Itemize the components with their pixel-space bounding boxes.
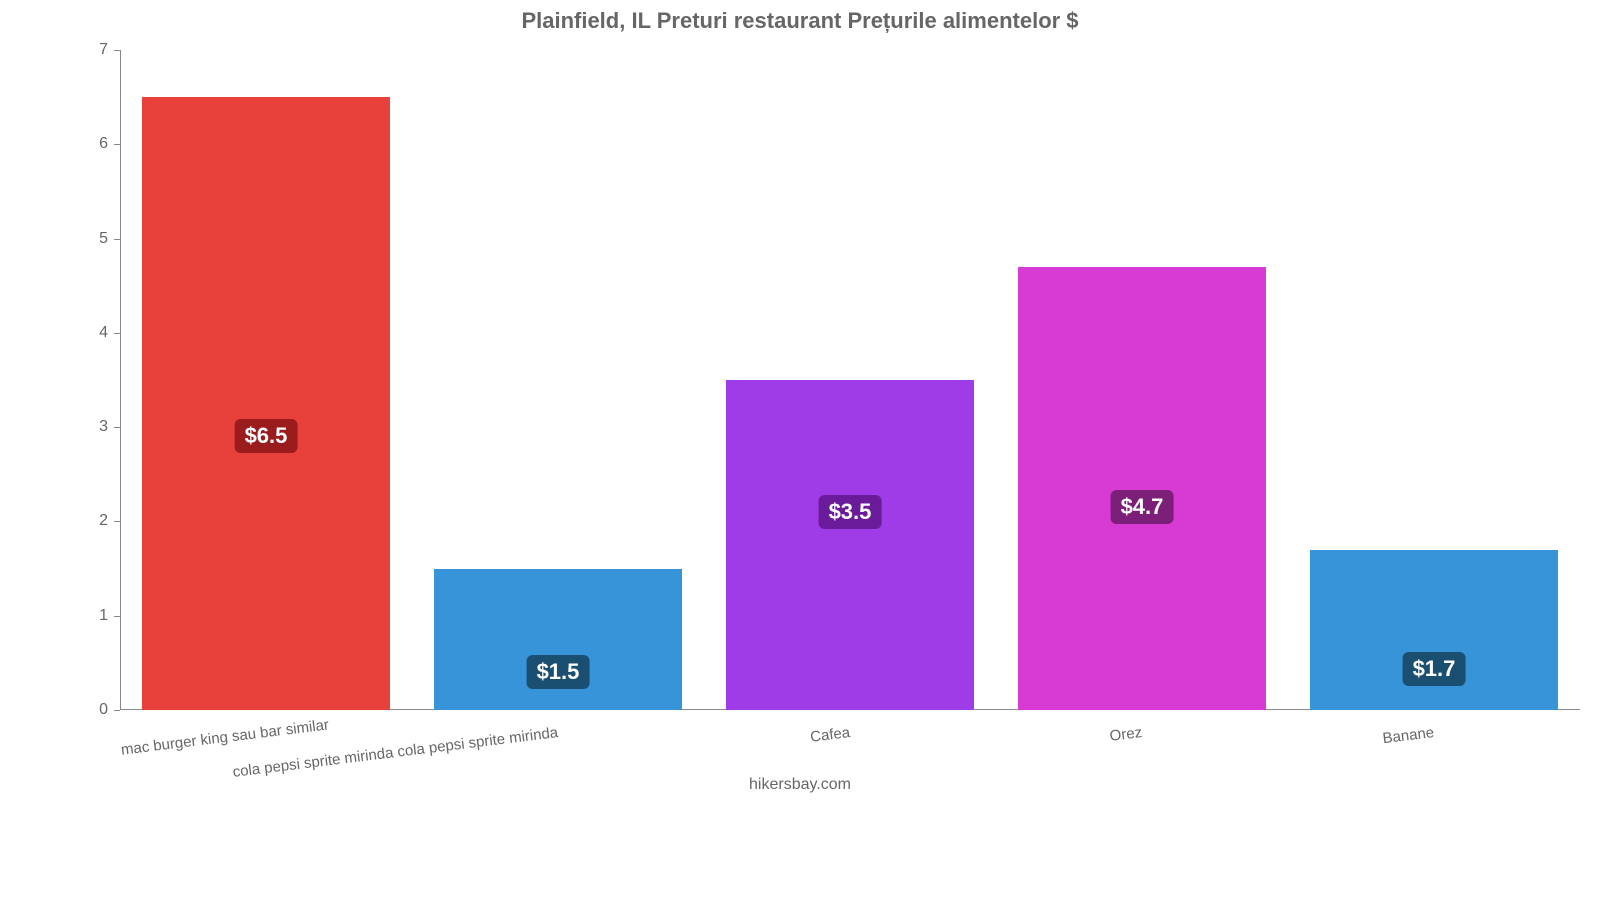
y-tick-mark bbox=[114, 239, 120, 240]
y-tick-mark bbox=[114, 144, 120, 145]
bar: $4.7 bbox=[1018, 267, 1266, 710]
y-tick-mark bbox=[114, 333, 120, 334]
y-tick-mark bbox=[114, 50, 120, 51]
y-tick-label: 5 bbox=[99, 230, 108, 248]
y-tick-label: 3 bbox=[99, 418, 108, 436]
x-tick-label: Banane bbox=[129, 724, 1435, 901]
y-tick-label: 1 bbox=[99, 607, 108, 625]
bar: $6.5 bbox=[142, 97, 390, 710]
x-tick-label: mac burger king sau bar similar bbox=[120, 724, 267, 759]
y-tick-label: 7 bbox=[99, 41, 108, 59]
y-tick-label: 4 bbox=[99, 324, 108, 342]
y-tick-label: 0 bbox=[99, 701, 108, 719]
bar-value-label: $1.7 bbox=[1403, 652, 1466, 686]
chart-container: Plainfield, IL Preturi restaurant Prețur… bbox=[0, 0, 1600, 800]
y-axis-line bbox=[120, 50, 121, 710]
footer-credit: hikersbay.com bbox=[0, 776, 1600, 794]
bar-value-label: $1.5 bbox=[527, 655, 590, 689]
y-tick-label: 6 bbox=[99, 135, 108, 153]
bar: $1.7 bbox=[1310, 550, 1558, 710]
y-tick-mark bbox=[114, 616, 120, 617]
y-tick-label: 2 bbox=[99, 512, 108, 530]
plot-area: 01234567$6.5mac burger king sau bar simi… bbox=[120, 50, 1580, 710]
y-tick-mark bbox=[114, 710, 120, 711]
bar-value-label: $4.7 bbox=[1111, 490, 1174, 524]
bar: $1.5 bbox=[434, 569, 682, 710]
bar-value-label: $3.5 bbox=[819, 495, 882, 529]
y-tick-mark bbox=[114, 427, 120, 428]
bar-value-label: $6.5 bbox=[235, 419, 298, 453]
bar: $3.5 bbox=[726, 380, 974, 710]
chart-title: Plainfield, IL Preturi restaurant Prețur… bbox=[0, 8, 1600, 34]
y-tick-mark bbox=[114, 521, 120, 522]
